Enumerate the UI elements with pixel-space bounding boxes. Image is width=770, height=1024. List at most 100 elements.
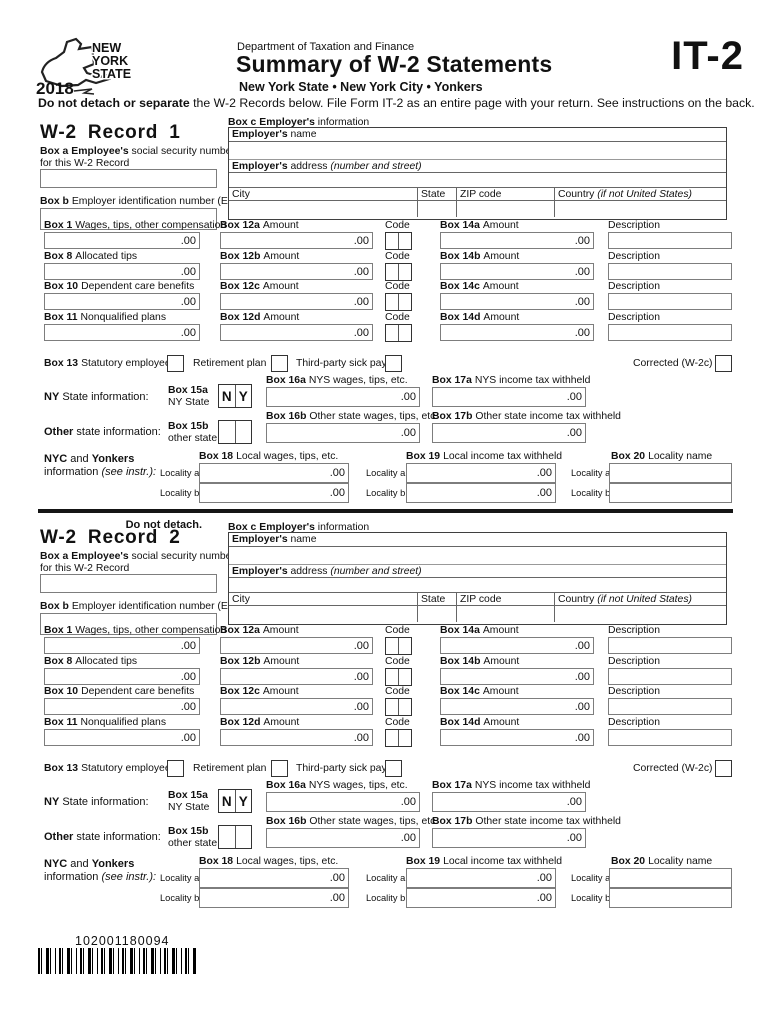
ny-state-outline-icon [40,37,111,88]
state-column[interactable]: State [417,593,456,622]
box12c-code-input[interactable] [385,293,412,311]
box12c-code-input[interactable] [385,698,412,716]
employer-address-input[interactable] [229,173,726,188]
box14c-description-input[interactable] [608,698,732,715]
zip-column[interactable]: ZIP code [456,593,554,622]
country-column[interactable]: Country (if not United States) [554,593,726,622]
retirement-plan-checkbox[interactable] [271,355,288,372]
box14d-amount-input[interactable]: .00 [440,324,594,341]
box14b-description-input[interactable] [608,263,732,280]
box1-amount-input[interactable]: .00 [44,232,200,249]
employer-name-input[interactable] [229,142,726,160]
box16b-other-wages-input[interactable]: .00 [266,423,420,443]
box12d-amount-input[interactable]: .00 [220,324,373,341]
statutory-employee-checkbox[interactable] [167,355,184,372]
box19-locality-b-input[interactable]: .00 [406,888,556,908]
statutory-employee-checkbox[interactable] [167,760,184,777]
box17b-other-tax-input[interactable]: .00 [432,828,586,848]
box15b-other-state-input[interactable] [218,825,252,849]
box12a-amount-input[interactable]: .00 [220,637,373,654]
box12d-code-input[interactable] [385,324,412,342]
box18-locality-a-input[interactable]: .00 [199,868,349,888]
box12a-amount-input[interactable]: .00 [220,232,373,249]
box15a-ny-state-input[interactable]: N Y [218,789,252,813]
third-party-sick-pay-checkbox[interactable] [385,760,402,777]
box14a-amount-input[interactable]: .00 [440,637,594,654]
box11-amount-input[interactable]: .00 [44,729,200,746]
box8-amount-input[interactable]: .00 [44,668,200,685]
box20-locality-a-input[interactable] [609,463,732,483]
box14d-description-input[interactable] [608,729,732,746]
box12b-amount-input[interactable]: .00 [220,668,373,685]
box19-locality-a-input[interactable]: .00 [406,868,556,888]
country-column[interactable]: Country (if not United States) [554,188,726,217]
city-column[interactable]: City [229,593,417,622]
box14d-amount-input[interactable]: .00 [440,729,594,746]
box12a-code-input[interactable] [385,637,412,655]
box17a-nys-tax-input[interactable]: .00 [432,792,586,812]
box10-amount-input[interactable]: .00 [44,698,200,715]
retirement-plan-checkbox[interactable] [271,760,288,777]
box15b-other-state-input[interactable] [218,420,252,444]
box14a-description-input[interactable] [608,232,732,249]
box12c-amount-input[interactable]: .00 [220,698,373,715]
box17a-nys-tax-input[interactable]: .00 [432,387,586,407]
corrected-w2c-checkbox[interactable] [715,760,732,777]
ssn-input[interactable] [40,574,217,593]
box14c-amount-input[interactable]: .00 [440,698,594,715]
box14b-amount-input[interactable]: .00 [440,263,594,280]
box14b-amount-input[interactable]: .00 [440,668,594,685]
box12b-amount-input[interactable]: .00 [220,263,373,280]
box13-label: Box 13 Statutory employee [44,763,171,774]
employer-address-header: Employer's address (number and street) [229,160,726,173]
box11-label: Box 11 Nonqualified plans [44,717,167,728]
box14a-amount-input[interactable]: .00 [440,232,594,249]
employer-address-input[interactable] [229,578,726,593]
box12a-label: Box 12a Amount [220,625,299,636]
box8-amount-input[interactable]: .00 [44,263,200,280]
box15a-ny-state-input[interactable]: N Y [218,384,252,408]
box14c-description-input[interactable] [608,293,732,310]
box12b-code-input[interactable] [385,668,412,686]
box14d-description-input[interactable] [608,324,732,341]
zip-column[interactable]: ZIP code [456,188,554,217]
box14c-amount-input[interactable]: .00 [440,293,594,310]
box12b-code-input[interactable] [385,263,412,281]
box18-locality-a-input[interactable]: .00 [199,463,349,483]
page-subtitle: New York State • New York City • Yonkers [239,80,483,94]
box10-amount-input[interactable]: .00 [44,293,200,310]
box16a-nys-wages-input[interactable]: .00 [266,792,420,812]
box12a-code-input[interactable] [385,232,412,250]
corrected-w2c-checkbox[interactable] [715,355,732,372]
box20-locality-a-input[interactable] [609,868,732,888]
box20-locality-b-input[interactable] [609,483,732,503]
box14a-description-input[interactable] [608,637,732,654]
box11-amount-input[interactable]: .00 [44,324,200,341]
ein-input[interactable] [40,208,217,230]
box14b-description-input[interactable] [608,668,732,685]
box18-locality-b-input[interactable]: .00 [199,483,349,503]
box20-locality-b-input[interactable] [609,888,732,908]
box-c-label: Box c Employer's information [228,117,370,128]
third-party-sick-pay-checkbox[interactable] [385,355,402,372]
city-column[interactable]: City [229,188,417,217]
state-column[interactable]: State [417,188,456,217]
ein-input[interactable] [40,613,217,635]
box18-locality-b-input[interactable]: .00 [199,888,349,908]
box19-locality-b-label: Locality b [366,488,406,498]
employer-name-input[interactable] [229,547,726,565]
box16a-nys-wages-input[interactable]: .00 [266,387,420,407]
other-state-info-label: Other state information: [44,831,161,843]
box19-locality-a-input[interactable]: .00 [406,463,556,483]
box12d-amount-input[interactable]: .00 [220,729,373,746]
box14a-label: Box 14a Amount [440,220,519,231]
box19-locality-b-input[interactable]: .00 [406,483,556,503]
ssn-input[interactable] [40,169,217,188]
box16b-other-wages-input[interactable]: .00 [266,828,420,848]
box1-amount-input[interactable]: .00 [44,637,200,654]
third-party-sick-pay-label: Third-party sick pay [296,763,387,774]
box12d-code-input[interactable] [385,729,412,747]
box17b-other-tax-input[interactable]: .00 [432,423,586,443]
box12a-label: Box 12a Amount [220,220,299,231]
box12c-amount-input[interactable]: .00 [220,293,373,310]
